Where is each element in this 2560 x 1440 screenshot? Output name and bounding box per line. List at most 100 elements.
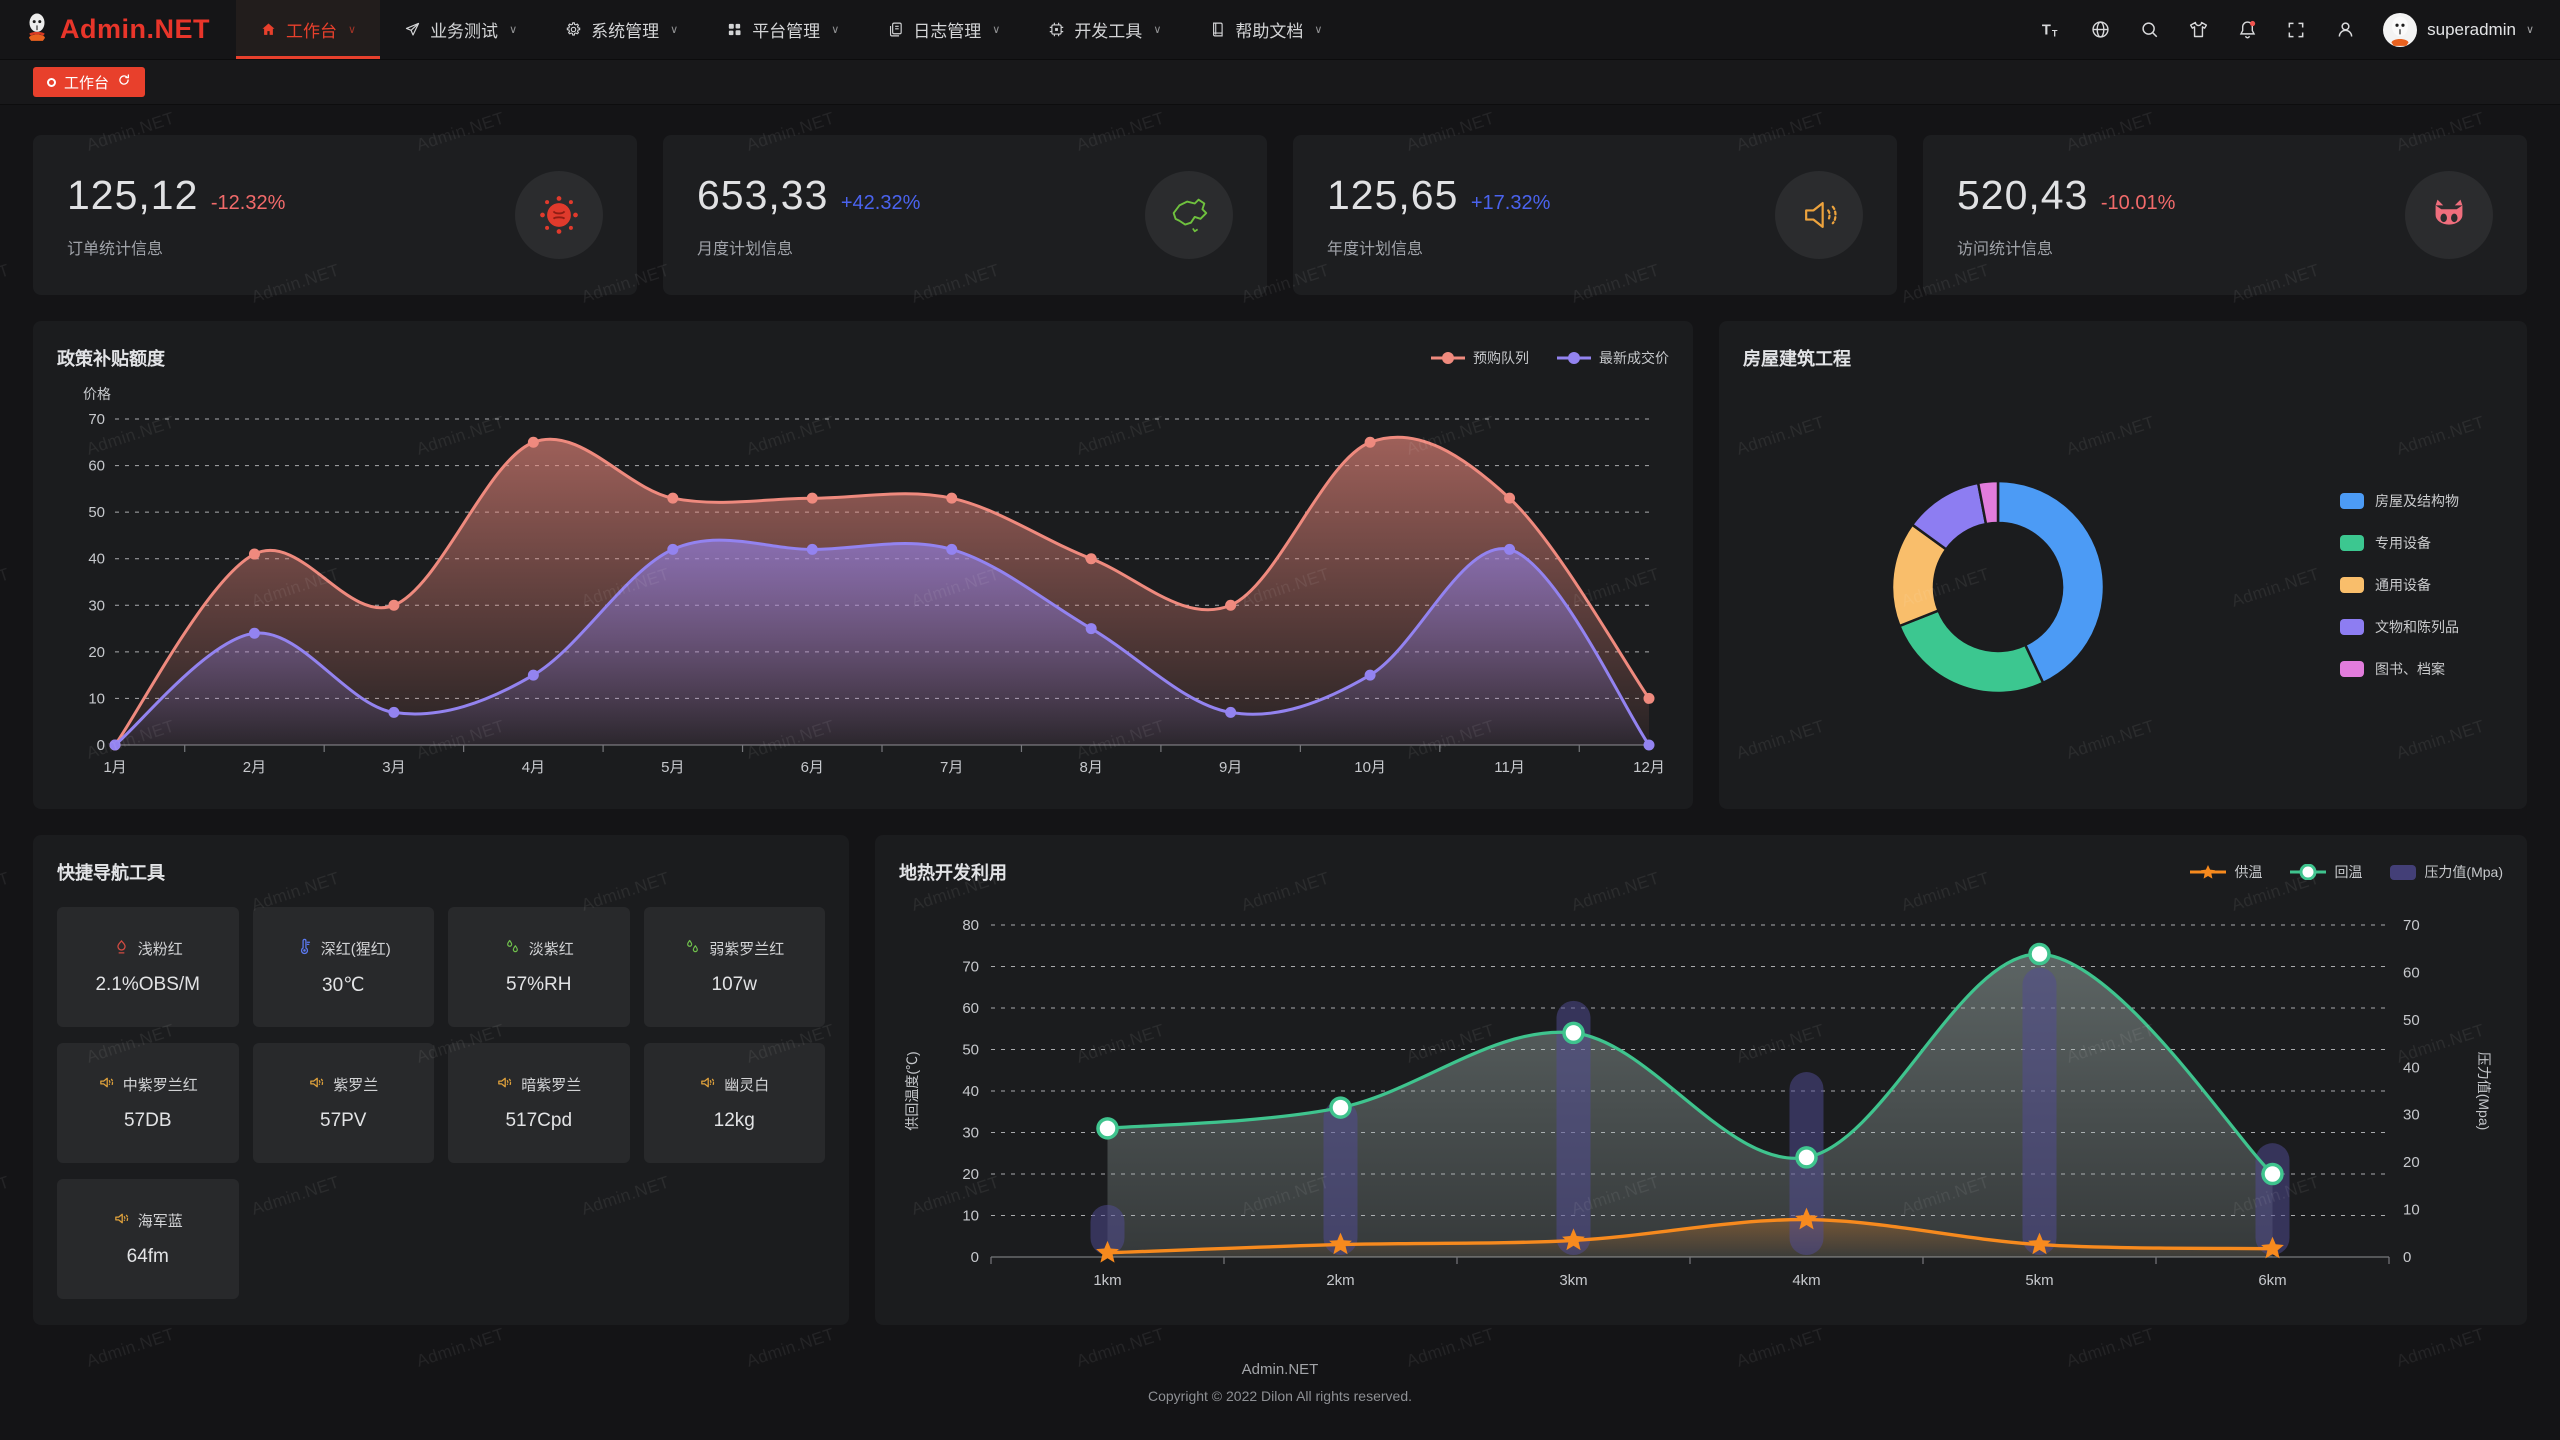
svg-text:50: 50 (962, 1042, 979, 1059)
language-icon[interactable] (2089, 19, 2111, 41)
legend-item[interactable]: 供温 (2190, 862, 2262, 882)
quicknav-value: 12kg (713, 1110, 755, 1131)
menu-item-system[interactable]: 系统管理 ∨ (541, 0, 702, 59)
subsidy-legend: 预购队列 最新成交价 (1431, 348, 1669, 368)
svg-text:8月: 8月 (1080, 759, 1103, 776)
legend-item[interactable]: 最新成交价 (1557, 348, 1669, 368)
home-icon (260, 21, 277, 38)
stat-card-visits: 520,43 -10.01% 访问统计信息 (1923, 135, 2527, 295)
svg-text:80: 80 (962, 917, 979, 934)
quicknav-value: 2.1%OBS/M (95, 974, 201, 995)
svg-text:3月: 3月 (382, 759, 405, 776)
quicknav-value: 57DB (123, 1110, 172, 1131)
menu-item-platform[interactable]: 平台管理 ∨ (702, 0, 863, 59)
quicknav-item[interactable]: 淡紫红 57%RH (448, 907, 630, 1027)
svg-text:6km: 6km (2258, 1272, 2286, 1289)
stat-card-yearly: 125,65 +17.32% 年度计划信息 (1293, 135, 1897, 295)
legend-item[interactable]: 图书、档案 (2340, 659, 2459, 679)
speaker-icon (113, 1210, 130, 1231)
svg-text:压力值(Mpa): 压力值(Mpa) (2476, 1052, 2492, 1131)
legend-item[interactable]: 回温 (2290, 862, 2362, 882)
svg-text:70: 70 (88, 411, 105, 428)
building-donut-chart (1890, 479, 2106, 695)
stat-delta: +42.32% (840, 191, 921, 214)
svg-text:价格: 价格 (83, 386, 111, 402)
menu-item-workbench[interactable]: 工作台 ∨ (236, 0, 381, 59)
svg-text:7月: 7月 (940, 759, 963, 776)
menu-label: 系统管理 (591, 22, 660, 41)
quicknav-item[interactable]: 暗紫罗兰 517Cpd (448, 1043, 630, 1163)
search-icon[interactable] (2138, 19, 2160, 41)
legend-item[interactable]: 房屋及结构物 (2340, 491, 2459, 511)
menu-label: 帮助文档 (1235, 22, 1304, 41)
legend-item[interactable]: 压力值(Mpa) (2390, 862, 2503, 882)
quicknav-value: 517Cpd (505, 1110, 573, 1131)
svg-text:30: 30 (88, 597, 105, 614)
svg-text:5km: 5km (2025, 1272, 2053, 1289)
panel-title: 地热开发利用 (899, 863, 1007, 883)
legend-item[interactable]: 文物和陈列品 (2340, 617, 2459, 637)
geothermal-legend: 供温 回温 压力值(Mpa) (2190, 862, 2503, 882)
app-logo[interactable]: Admin.NET (0, 0, 236, 59)
svg-text:5月: 5月 (661, 759, 684, 776)
drops-icon (504, 938, 521, 959)
quicknav-item[interactable]: 海军蓝 64fm (57, 1179, 239, 1299)
building-chart-panel: 房屋建筑工程 房屋及结构物 专用设备 通用设备 文物和陈列品 图书、档案 (1719, 321, 2527, 809)
fullscreen-icon[interactable] (2285, 19, 2307, 41)
svg-text:12月: 12月 (1633, 759, 1665, 776)
swatch (2340, 661, 2364, 677)
menu-label: 工作台 (286, 22, 337, 41)
quicknav-item[interactable]: 浅粉红 2.1%OBS/M (57, 907, 239, 1027)
stat-card-orders: 125,12 -12.32% 订单统计信息 (33, 135, 637, 295)
menu-item-logs[interactable]: 日志管理 ∨ (863, 0, 1024, 59)
quicknav-item[interactable]: 中紫罗兰红 57DB (57, 1043, 239, 1163)
main-menu: 工作台 ∨ 业务测试 ∨ 系统管理 ∨ 平台管理 ∨ 日志管理 ∨ 开发工具 ∨ (236, 0, 1346, 59)
svg-text:T: T (2052, 28, 2058, 38)
gear-icon (565, 21, 582, 38)
stat-value: 653,33 (697, 171, 829, 218)
quicknav-item[interactable]: 深红(猩红) 30℃ (252, 907, 434, 1027)
swatch (2340, 493, 2364, 509)
stat-delta: -12.32% (210, 191, 286, 214)
stat-label: 年度计划信息 (1327, 240, 1424, 258)
geothermal-chart-panel: 地热开发利用 供温 回温 压力值(Mpa) 0 10 20 3 (875, 835, 2527, 1325)
legend-item[interactable]: 预购队列 (1431, 348, 1529, 368)
stat-card-monthly: 653,33 +42.32% 月度计划信息 (663, 135, 1267, 295)
user-menu[interactable]: superadmin ∨ (2383, 12, 2534, 47)
stat-value: 125,65 (1327, 171, 1459, 218)
bell-icon[interactable] (2236, 19, 2258, 41)
ghost-logo-icon (24, 12, 50, 47)
refresh-icon[interactable] (117, 73, 131, 91)
legend-item[interactable]: 通用设备 (2340, 575, 2459, 595)
menu-item-devtools[interactable]: 开发工具 ∨ (1024, 0, 1185, 59)
menu-label: 业务测试 (430, 22, 499, 41)
theme-shirt-icon[interactable] (2187, 19, 2209, 41)
footer-brand: Admin.NET (1241, 1361, 1319, 1378)
chevron-down-icon: ∨ (509, 24, 518, 36)
quicknav-item[interactable]: 幽灵白 12kg (643, 1043, 825, 1163)
chevron-down-icon: ∨ (992, 24, 1001, 36)
speaker-icon (1775, 171, 1863, 259)
chevron-down-icon: ∨ (670, 24, 679, 36)
quicknav-grid: 浅粉红 2.1%OBS/M 深红(猩红) 30℃ 淡紫红 57%RH 弱紫罗兰红… (57, 907, 825, 1299)
panel-title: 房屋建筑工程 (1743, 349, 1851, 369)
charts-row: 政策补贴额度 预购队列 最新成交价 0 10 20 30 40 50 60 70 价格 1月 2月 3… (33, 321, 2527, 809)
menu-item-docs[interactable]: 帮助文档 ∨ (1185, 0, 1346, 59)
quicknav-value: 107w (711, 974, 757, 995)
quicknav-value: 64fm (126, 1246, 169, 1267)
china-map-icon (1145, 171, 1233, 259)
chevron-down-icon: ∨ (1314, 24, 1323, 36)
legend-item[interactable]: 专用设备 (2340, 533, 2459, 553)
menu-item-business-test[interactable]: 业务测试 ∨ (380, 0, 541, 59)
svg-text:1月: 1月 (103, 759, 126, 776)
quicknav-item[interactable]: 紫罗兰 57PV (252, 1043, 434, 1163)
bottom-row: 快捷导航工具 浅粉红 2.1%OBS/M 深红(猩红) 30℃ 淡紫红 57%R… (33, 835, 2527, 1325)
user-icon[interactable] (2334, 19, 2356, 41)
svg-text:30: 30 (962, 1125, 979, 1142)
quicknav-item[interactable]: 弱紫罗兰红 107w (643, 907, 825, 1027)
tab-workbench[interactable]: 工作台 (33, 67, 146, 97)
svg-text:0: 0 (97, 737, 105, 754)
svg-text:2月: 2月 (243, 759, 266, 776)
